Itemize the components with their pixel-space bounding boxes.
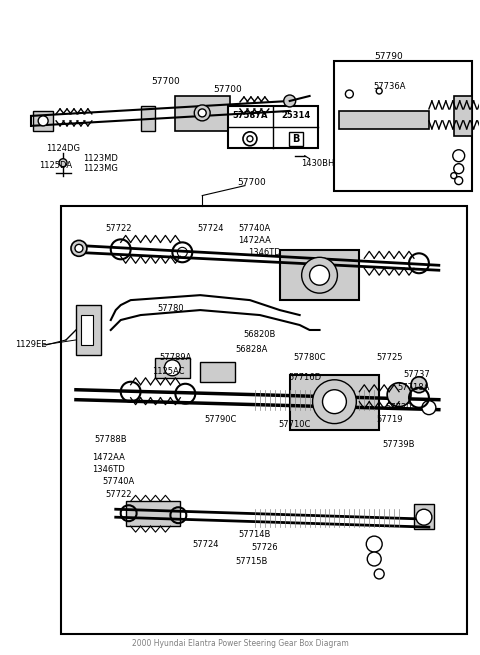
- Text: 25314: 25314: [281, 111, 310, 121]
- Text: 1123MG: 1123MG: [84, 164, 118, 173]
- Text: 1346TD: 1346TD: [249, 248, 281, 257]
- Bar: [76, 305, 101, 355]
- Text: 57789A: 57789A: [159, 353, 192, 362]
- Circle shape: [312, 380, 356, 424]
- Text: 57720: 57720: [386, 403, 412, 412]
- Circle shape: [194, 105, 210, 121]
- Bar: [280, 250, 360, 300]
- Text: 1346TD: 1346TD: [92, 465, 125, 474]
- Text: 57714B: 57714B: [239, 530, 271, 538]
- Bar: [228, 106, 318, 148]
- Circle shape: [243, 132, 257, 146]
- Text: 57724: 57724: [192, 540, 218, 549]
- Text: 57788B: 57788B: [95, 435, 127, 444]
- Bar: [141, 106, 156, 131]
- Text: 1129EE: 1129EE: [15, 341, 47, 349]
- Circle shape: [416, 509, 432, 525]
- Text: 57726: 57726: [252, 542, 278, 552]
- Bar: [126, 501, 180, 526]
- Text: 57740A: 57740A: [239, 224, 271, 233]
- Circle shape: [376, 88, 382, 94]
- Circle shape: [422, 401, 436, 415]
- Text: 57710C: 57710C: [278, 420, 311, 429]
- Circle shape: [247, 136, 253, 141]
- Text: 57587A: 57587A: [232, 111, 268, 121]
- Text: 56828A: 56828A: [236, 345, 268, 354]
- Circle shape: [165, 360, 180, 376]
- Circle shape: [75, 244, 83, 252]
- Text: 57790: 57790: [375, 52, 404, 61]
- Bar: [290, 375, 379, 430]
- Text: 57700: 57700: [214, 84, 242, 94]
- Text: 57736A: 57736A: [373, 81, 406, 90]
- Bar: [414, 504, 434, 529]
- Circle shape: [374, 569, 384, 579]
- Circle shape: [198, 109, 206, 117]
- Circle shape: [71, 240, 87, 256]
- Text: 57740A: 57740A: [103, 477, 135, 486]
- Bar: [200, 362, 235, 382]
- Bar: [156, 358, 190, 378]
- Circle shape: [411, 377, 427, 393]
- Bar: [175, 96, 230, 131]
- Circle shape: [367, 552, 381, 566]
- Text: 57715B: 57715B: [236, 557, 268, 565]
- Text: 1430BH: 1430BH: [301, 159, 334, 168]
- Circle shape: [451, 173, 457, 179]
- Bar: [454, 96, 472, 136]
- Bar: [61, 206, 467, 633]
- Circle shape: [323, 390, 347, 414]
- Text: 56820B: 56820B: [244, 331, 276, 339]
- Text: 1123MD: 1123MD: [84, 154, 118, 163]
- Circle shape: [366, 536, 382, 552]
- Text: 57737: 57737: [404, 370, 431, 379]
- Circle shape: [284, 95, 296, 107]
- Circle shape: [59, 159, 67, 166]
- Text: 57724: 57724: [197, 224, 223, 233]
- Circle shape: [453, 150, 465, 162]
- Text: 57780C: 57780C: [293, 353, 326, 362]
- Text: 1125DA: 1125DA: [39, 161, 72, 170]
- Text: 1124DG: 1124DG: [46, 144, 80, 153]
- Bar: [339, 111, 429, 129]
- Circle shape: [310, 265, 329, 285]
- Text: B: B: [292, 134, 300, 144]
- Text: 57700: 57700: [151, 77, 180, 86]
- Text: 57700: 57700: [238, 178, 266, 187]
- Bar: [335, 61, 472, 191]
- Text: 57716D: 57716D: [288, 373, 321, 383]
- Text: 57718A: 57718A: [398, 383, 430, 392]
- Text: 57719: 57719: [376, 415, 402, 424]
- Text: 57722: 57722: [106, 490, 132, 499]
- Text: 1472AA: 1472AA: [92, 453, 125, 462]
- Circle shape: [38, 116, 48, 126]
- Text: 57780: 57780: [157, 303, 184, 312]
- Bar: [288, 132, 302, 146]
- Circle shape: [346, 90, 353, 98]
- Bar: [33, 111, 53, 131]
- Text: 57722: 57722: [106, 224, 132, 233]
- Text: 57739B: 57739B: [383, 440, 415, 449]
- Text: 1472AA: 1472AA: [239, 236, 271, 245]
- Circle shape: [387, 383, 411, 407]
- Bar: [81, 315, 93, 345]
- Text: 57790C: 57790C: [204, 415, 236, 424]
- Circle shape: [301, 257, 337, 293]
- Text: 2000 Hyundai Elantra Power Steering Gear Box Diagram: 2000 Hyundai Elantra Power Steering Gear…: [132, 639, 348, 648]
- Text: 57725: 57725: [376, 353, 402, 362]
- Text: 1125AC: 1125AC: [152, 367, 185, 377]
- Circle shape: [454, 164, 464, 174]
- Circle shape: [455, 177, 463, 185]
